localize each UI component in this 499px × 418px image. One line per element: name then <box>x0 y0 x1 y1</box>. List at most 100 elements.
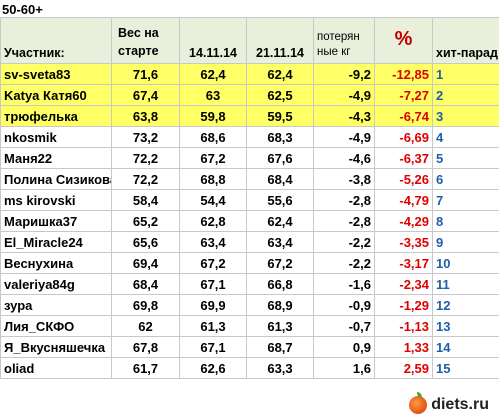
cell-date-2: 63,3 <box>246 357 314 379</box>
cell-rank: 12 <box>432 294 499 316</box>
cell-lost-kg: -2,2 <box>313 231 375 253</box>
table-row: nkosmik 73,2 68,6 68,3 -4,9 -6,69 4 <box>0 126 499 148</box>
cell-date-1: 62,4 <box>179 63 247 85</box>
cell-name: Веснухина <box>0 252 112 274</box>
table-row: зура 69,8 69,9 68,9 -0,9 -1,29 12 <box>0 294 499 316</box>
cell-date-2: 63,4 <box>246 231 314 253</box>
cell-date-1: 68,6 <box>179 126 247 148</box>
cell-date-2: 68,4 <box>246 168 314 190</box>
header-lost-line2: ные кг <box>317 46 351 58</box>
header-start-line2: старте <box>118 44 159 58</box>
cell-date-1: 54,4 <box>179 189 247 211</box>
cell-rank: 13 <box>432 315 499 337</box>
table-row: Маришка37 65,2 62,8 62,4 -2,8 -4,29 8 <box>0 210 499 232</box>
table-row: ms kirovski 58,4 54,4 55,6 -2,8 -4,79 7 <box>0 189 499 211</box>
cell-date-1: 67,1 <box>179 336 247 358</box>
cell-start-weight: 68,4 <box>111 273 180 295</box>
table-row: трюфелька 63,8 59,8 59,5 -4,3 -6,74 3 <box>0 105 499 127</box>
apple-icon <box>409 392 428 414</box>
cell-percent: -6,37 <box>374 147 433 169</box>
cell-name: Лия_СКФО <box>0 315 112 337</box>
sheet-title: 50-60+ <box>2 2 43 17</box>
cell-rank: 8 <box>432 210 499 232</box>
header-start-weight: Вес на старте <box>111 17 180 64</box>
cell-date-1: 63,4 <box>179 231 247 253</box>
cell-rank: 7 <box>432 189 499 211</box>
cell-name: Katya Катя60 <box>0 84 112 106</box>
cell-date-1: 62,8 <box>179 210 247 232</box>
cell-date-2: 68,3 <box>246 126 314 148</box>
cell-rank: 5 <box>432 147 499 169</box>
cell-percent: 2,59 <box>374 357 433 379</box>
cell-rank: 10 <box>432 252 499 274</box>
table-row: El_Miracle24 65,6 63,4 63,4 -2,2 -3,35 9 <box>0 231 499 253</box>
table-row: Я_Вкусняшечка 67,8 67,1 68,7 0,9 1,33 14 <box>0 336 499 358</box>
header-start-line1: Вес на <box>118 26 159 40</box>
cell-name: El_Miracle24 <box>0 231 112 253</box>
cell-percent: -1,29 <box>374 294 433 316</box>
cell-percent: -2,34 <box>374 273 433 295</box>
cell-lost-kg: 1,6 <box>313 357 375 379</box>
cell-start-weight: 73,2 <box>111 126 180 148</box>
table-row: oliad 61,7 62,6 63,3 1,6 2,59 15 <box>0 357 499 379</box>
cell-rank: 1 <box>432 63 499 85</box>
cell-start-weight: 58,4 <box>111 189 180 211</box>
table-row: sv-sveta83 71,6 62,4 62,4 -9,2 -12,85 1 <box>0 63 499 85</box>
cell-rank: 14 <box>432 336 499 358</box>
cell-percent: 1,33 <box>374 336 433 358</box>
cell-start-weight: 67,8 <box>111 336 180 358</box>
cell-name: Полина Сизикова <box>0 168 112 190</box>
cell-start-weight: 61,7 <box>111 357 180 379</box>
header-rank: хит-парад <box>432 17 499 64</box>
cell-date-2: 61,3 <box>246 315 314 337</box>
cell-date-2: 68,7 <box>246 336 314 358</box>
cell-name: ms kirovski <box>0 189 112 211</box>
cell-date-1: 59,8 <box>179 105 247 127</box>
cell-date-1: 67,1 <box>179 273 247 295</box>
cell-start-weight: 65,2 <box>111 210 180 232</box>
cell-percent: -7,27 <box>374 84 433 106</box>
cell-date-2: 68,9 <box>246 294 314 316</box>
cell-date-1: 67,2 <box>179 252 247 274</box>
cell-name: зура <box>0 294 112 316</box>
cell-percent: -6,74 <box>374 105 433 127</box>
cell-date-1: 63 <box>179 84 247 106</box>
cell-lost-kg: -4,6 <box>313 147 375 169</box>
cell-start-weight: 63,8 <box>111 105 180 127</box>
header-row: Участник: Вес на старте 14.11.14 21.11.14… <box>0 17 499 64</box>
cell-rank: 15 <box>432 357 499 379</box>
cell-lost-kg: 0,9 <box>313 336 375 358</box>
cell-lost-kg: -2,2 <box>313 252 375 274</box>
cell-rank: 6 <box>432 168 499 190</box>
cell-lost-kg: -0,7 <box>313 315 375 337</box>
watermark: diets.ru <box>409 392 489 414</box>
cell-lost-kg: -2,8 <box>313 189 375 211</box>
cell-date-2: 67,2 <box>246 252 314 274</box>
cell-percent: -5,26 <box>374 168 433 190</box>
table-row: valeriya84g 68,4 67,1 66,8 -1,6 -2,34 11 <box>0 273 499 295</box>
header-date-1: 14.11.14 <box>179 17 247 64</box>
cell-date-1: 62,6 <box>179 357 247 379</box>
cell-name: Маня22 <box>0 147 112 169</box>
table-row: Katya Катя60 67,4 63 62,5 -4,9 -7,27 2 <box>0 84 499 106</box>
cell-percent: -6,69 <box>374 126 433 148</box>
cell-name: Маришка37 <box>0 210 112 232</box>
cell-name: трюфелька <box>0 105 112 127</box>
cell-percent: -12,85 <box>374 63 433 85</box>
cell-date-2: 67,6 <box>246 147 314 169</box>
cell-start-weight: 72,2 <box>111 168 180 190</box>
table-row: Маня22 72,2 67,2 67,6 -4,6 -6,37 5 <box>0 147 499 169</box>
cell-percent: -3,35 <box>374 231 433 253</box>
cell-start-weight: 69,8 <box>111 294 180 316</box>
cell-start-weight: 72,2 <box>111 147 180 169</box>
cell-date-1: 61,3 <box>179 315 247 337</box>
cell-start-weight: 65,6 <box>111 231 180 253</box>
header-percent: % <box>374 17 433 64</box>
cell-lost-kg: -0,9 <box>313 294 375 316</box>
cell-date-1: 68,8 <box>179 168 247 190</box>
ranking-table: Участник: Вес на старте 14.11.14 21.11.14… <box>0 17 499 379</box>
cell-lost-kg: -3,8 <box>313 168 375 190</box>
cell-date-2: 62,4 <box>246 210 314 232</box>
cell-start-weight: 71,6 <box>111 63 180 85</box>
cell-name: Я_Вкусняшечка <box>0 336 112 358</box>
